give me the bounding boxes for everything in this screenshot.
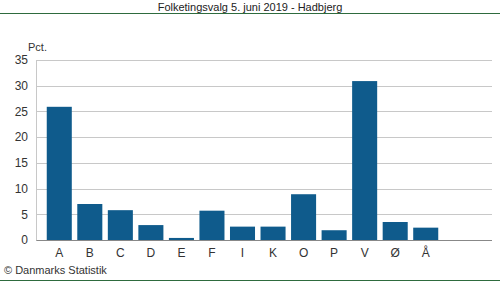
- x-tick-label: P: [330, 246, 338, 260]
- grid-line: [36, 86, 492, 87]
- grid-line: [36, 214, 492, 215]
- x-tick-label: B: [86, 246, 94, 260]
- bar: [230, 227, 255, 240]
- y-tick: 5: [21, 208, 36, 222]
- x-tick-label: A: [55, 246, 63, 260]
- y-tick: 15: [15, 156, 36, 170]
- y-axis: 0 5 10 15 20 25 30 35: [15, 53, 37, 247]
- bar: [108, 210, 133, 240]
- bar: [199, 211, 224, 240]
- y-tick: 35: [15, 53, 36, 67]
- chart-svg: 0 5 10 15 20 25 30 35 A B C D E F I K O P V Ø Å Folketingsval…: [0, 0, 500, 282]
- y-tick: 10: [15, 182, 36, 196]
- x-tick-label: V: [361, 246, 369, 260]
- chart-container: 0 5 10 15 20 25 30 35 A B C D E F I K O P V Ø Å Folketingsval…: [0, 0, 500, 282]
- x-tick: Ø: [391, 240, 400, 260]
- bar: [138, 225, 163, 240]
- x-tick-label: I: [241, 246, 244, 260]
- y-tick: 20: [15, 130, 36, 144]
- grid: [36, 61, 492, 241]
- x-tick: D: [147, 240, 156, 260]
- grid-line: [36, 240, 492, 241]
- y-tick-label: 30: [15, 79, 29, 93]
- x-tick: A: [55, 240, 63, 260]
- y-tick-label: 20: [15, 130, 29, 144]
- bar: [383, 222, 408, 240]
- y-tick-label: 0: [21, 233, 28, 247]
- bar: [47, 107, 72, 240]
- x-tick: O: [299, 240, 308, 260]
- bar: [352, 81, 377, 240]
- x-tick-label: Ø: [391, 246, 400, 260]
- header-rule: [0, 13, 500, 14]
- y-tick-label: 10: [15, 182, 29, 196]
- bar: [77, 204, 102, 240]
- y-tick: 25: [15, 105, 36, 119]
- x-tick: K: [269, 240, 277, 260]
- y-tick-label: 35: [15, 53, 29, 67]
- source-note: © Danmarks Statistik: [4, 264, 107, 276]
- bar: [291, 194, 316, 240]
- y-axis-label: Pct.: [28, 41, 47, 53]
- footer-rule: [0, 280, 500, 281]
- grid-line: [36, 189, 492, 190]
- y-axis-line: [36, 61, 37, 241]
- x-tick-label: Å: [422, 245, 430, 260]
- x-tick: P: [330, 240, 338, 260]
- x-tick-label: F: [208, 246, 215, 260]
- x-tick-label: O: [299, 246, 308, 260]
- x-tick: C: [116, 240, 125, 260]
- x-tick: B: [86, 240, 94, 260]
- x-tick: E: [177, 240, 185, 260]
- y-tick: 0: [21, 233, 36, 247]
- x-tick-label: C: [116, 246, 125, 260]
- x-tick: Å: [422, 240, 430, 260]
- x-tick-label: K: [269, 246, 277, 260]
- y-tick-label: 25: [15, 105, 29, 119]
- x-tick: F: [208, 240, 215, 260]
- y-tick: 30: [15, 79, 36, 93]
- x-axis: ABCDEFIKOPVØÅ: [55, 240, 429, 260]
- title: Folketingsvalg 5. juni 2019 - Hadbjerg: [158, 1, 343, 13]
- grid-line: [36, 111, 492, 112]
- bar: [322, 230, 347, 240]
- x-tick-label: E: [177, 246, 185, 260]
- y-tick-label: 5: [21, 208, 28, 222]
- bar: [413, 228, 438, 240]
- y-tick-label: 15: [15, 156, 29, 170]
- bar: [169, 238, 194, 240]
- x-tick-label: D: [147, 246, 156, 260]
- bars: [47, 81, 439, 240]
- grid-line: [36, 137, 492, 138]
- x-tick: I: [241, 240, 244, 260]
- grid-line: [36, 60, 492, 61]
- grid-line: [36, 163, 492, 164]
- x-tick: V: [361, 240, 369, 260]
- bar: [261, 227, 286, 240]
